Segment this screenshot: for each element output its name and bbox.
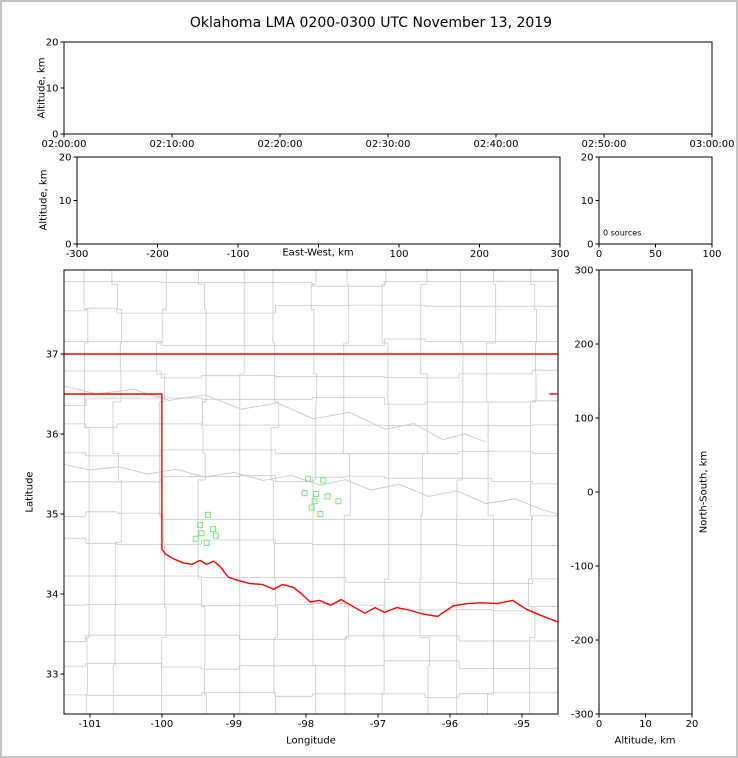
x-tick-label: -100 [227, 249, 250, 260]
x-tick-label: -101 [79, 719, 102, 730]
y-tick-label: 10 [46, 84, 59, 95]
plan-view-xlabel: Longitude [286, 735, 336, 747]
x-tick-label: 03:00:00 [690, 139, 735, 150]
x-tick-label: 10 [639, 719, 652, 730]
ew-altitude-ylabel: Altitude, km [38, 169, 50, 231]
panel-bg [77, 157, 560, 244]
x-tick-label: 02:40:00 [474, 139, 519, 150]
x-tick-label: -95 [514, 719, 530, 730]
y-tick-label: -300 [571, 710, 594, 721]
county-lines [64, 270, 558, 714]
y-tick-label: 0 [52, 130, 58, 141]
plan-view-ylabel: Latitude [24, 471, 36, 513]
state-boundary-line [64, 393, 558, 623]
y-tick-label: 0 [587, 240, 593, 251]
y-tick-label: -100 [571, 562, 594, 573]
y-tick-label: 35 [46, 510, 59, 521]
source-point [198, 530, 205, 537]
y-tick-label: 20 [59, 153, 72, 164]
x-tick-label: 100 [389, 249, 408, 260]
x-tick-label: -200 [146, 249, 169, 260]
source-point [197, 522, 204, 529]
y-tick-label: 20 [46, 38, 59, 49]
ns-altitude-xlabel: Altitude, km [614, 735, 676, 747]
y-tick-label: 34 [46, 590, 59, 601]
x-tick-label: -300 [66, 249, 89, 260]
source-point [212, 532, 219, 539]
panel-bg [64, 270, 558, 714]
source-point [192, 535, 199, 542]
y-tick-label: 300 [574, 266, 593, 277]
y-tick-label: 0 [587, 488, 593, 499]
x-tick-label: 300 [550, 249, 569, 260]
source-point [203, 539, 210, 546]
source-point [308, 504, 315, 511]
source-point [317, 511, 324, 517]
x-tick-label: 200 [470, 249, 489, 260]
y-tick-label: 200 [574, 340, 593, 351]
source-point [301, 490, 308, 497]
source-count-annotation: 0 sources [603, 228, 642, 238]
source-point [320, 477, 327, 484]
x-tick-label: -98 [298, 719, 314, 730]
map-layer [64, 270, 558, 714]
x-tick-label: -96 [442, 719, 458, 730]
source-point [313, 491, 319, 497]
x-tick-label: 20 [686, 719, 699, 730]
panel-bg [599, 157, 712, 244]
y-tick-label: 33 [46, 670, 59, 681]
x-tick-label: 02:30:00 [366, 139, 411, 150]
x-tick-label: -99 [226, 719, 242, 730]
x-tick-label: 100 [702, 249, 721, 260]
y-tick-label: 0 [65, 240, 71, 251]
ew-altitude-xlabel: East-West, km [282, 247, 354, 259]
river-line [64, 463, 558, 515]
panel-bg [64, 42, 712, 134]
y-tick-label: 100 [574, 414, 593, 425]
x-tick-label: 02:10:00 [150, 139, 195, 150]
panel-bg [599, 270, 692, 714]
x-tick-label: 02:20:00 [258, 139, 303, 150]
source-point [205, 511, 211, 518]
source-point [311, 498, 318, 505]
y-tick-label: 20 [581, 153, 594, 164]
y-tick-label: 10 [59, 196, 72, 207]
x-tick-label: 50 [649, 249, 662, 260]
x-tick-label: -97 [370, 719, 386, 730]
source-point [210, 526, 217, 533]
source-point [335, 498, 342, 505]
x-tick-label: 02:00:00 [42, 139, 87, 150]
ns-altitude-right-label: North-South, km [698, 450, 710, 534]
panel-frame [63, 269, 559, 715]
y-tick-label: -200 [571, 636, 594, 647]
x-tick-label: -100 [151, 719, 174, 730]
time-height-ylabel: Altitude, km [36, 57, 48, 119]
source-point [305, 475, 312, 482]
x-tick-label: 0 [596, 719, 602, 730]
x-tick-label: 0 [596, 249, 602, 260]
y-tick-label: 37 [46, 350, 59, 361]
chart-title: Oklahoma LMA 0200-0300 UTC November 13, … [189, 15, 553, 31]
x-tick-label: 02:50:00 [582, 139, 627, 150]
source-point [324, 493, 331, 500]
y-tick-label: 36 [46, 430, 59, 441]
river-line [64, 385, 487, 443]
y-tick-label: 10 [581, 196, 594, 207]
